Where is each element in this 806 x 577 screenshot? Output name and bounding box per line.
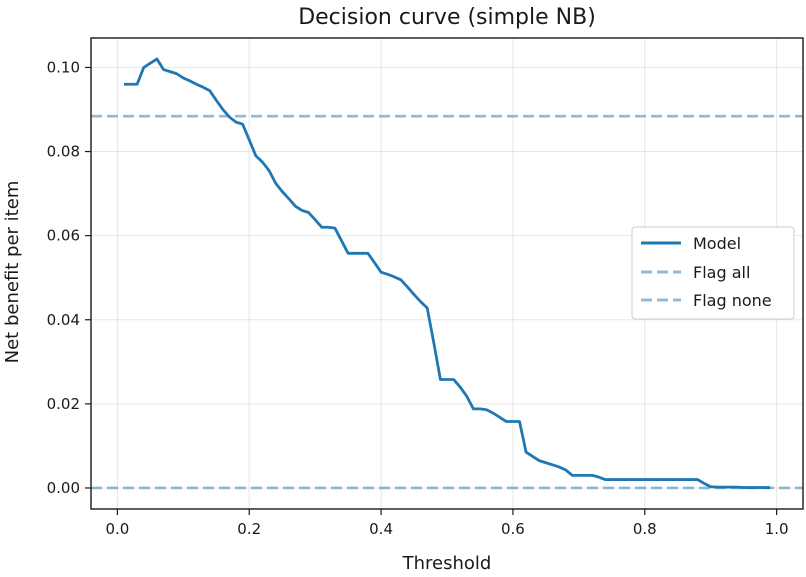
legend-label-flag-all: Flag all xyxy=(693,263,750,282)
y-tick-label: 0.04 xyxy=(47,311,80,329)
legend-entry-model: Model xyxy=(641,234,741,253)
x-axis-ticks: 0.0 0.2 0.4 0.6 0.8 1.0 xyxy=(105,509,789,538)
plot-frame xyxy=(90,37,804,510)
y-tick-label: 0.00 xyxy=(47,479,80,497)
legend-label-flag-none: Flag none xyxy=(693,291,772,310)
x-axis-label: Threshold xyxy=(402,553,492,574)
x-tick-label: 1.0 xyxy=(765,520,789,538)
legend-entry-flag-all: Flag all xyxy=(641,263,750,282)
legend-entry-flag-none: Flag none xyxy=(641,291,772,310)
legend-box xyxy=(631,226,795,320)
x-tick-label: 0.4 xyxy=(369,520,393,538)
series-line-model xyxy=(123,57,771,489)
y-tick-label: 0.10 xyxy=(47,58,80,76)
chart-title: Decision curve (simple NB) xyxy=(298,5,596,30)
y-tick-label: 0.02 xyxy=(47,395,80,413)
x-tick-label: 0.0 xyxy=(105,520,129,538)
series-layer xyxy=(91,57,803,490)
y-tick-label: 0.08 xyxy=(47,143,80,161)
y-axis-label: Net benefit per item xyxy=(2,181,23,364)
y-tick-label: 0.06 xyxy=(47,227,80,245)
x-tick-label: 0.8 xyxy=(633,520,657,538)
y-axis-ticks: 0.00 0.02 0.04 0.06 0.08 0.10 xyxy=(47,58,91,497)
x-tick-label: 0.6 xyxy=(501,520,525,538)
x-tick-label: 0.2 xyxy=(237,520,261,538)
legend-label-model: Model xyxy=(693,234,741,253)
legend: Model Flag all Flag none xyxy=(631,226,795,320)
